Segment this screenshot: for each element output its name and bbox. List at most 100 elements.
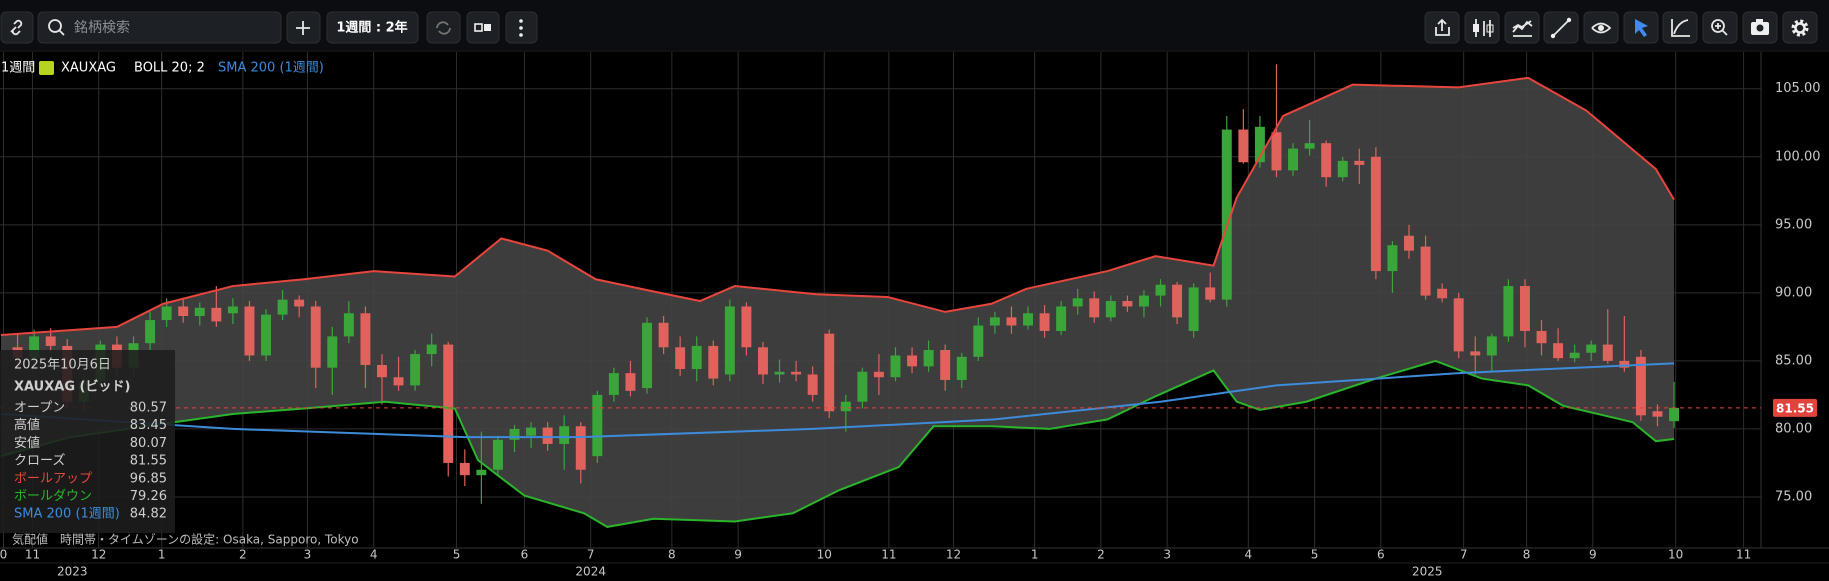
candle-body — [29, 336, 40, 359]
plot-layer — [0, 64, 1680, 528]
candle-body — [343, 313, 354, 337]
candle-body — [758, 347, 768, 375]
candle-body — [1602, 344, 1613, 361]
candle-body — [940, 350, 951, 380]
x-tick-label: 1 — [1031, 548, 1039, 562]
x-tick-label: 6 — [521, 548, 529, 562]
candle-body — [145, 320, 156, 344]
x-tick-label: 5 — [453, 548, 461, 562]
period-button[interactable]: 1週間 : 2年 — [326, 11, 419, 44]
x-tick-label: 10 — [817, 548, 832, 562]
candle-body — [592, 394, 603, 457]
indicator-line — [0, 362, 1675, 439]
candle-body — [1138, 295, 1149, 307]
candle-body — [459, 462, 470, 476]
candle-body — [575, 426, 586, 470]
candle-body — [542, 427, 553, 444]
x-tick-label: 9 — [734, 548, 742, 562]
chart-type-button[interactable] — [1464, 11, 1500, 44]
candle-body — [807, 374, 818, 395]
zoom-button[interactable] — [1702, 11, 1738, 44]
x-tick-label: 0 — [0, 548, 7, 562]
info-value: 79.26 — [130, 489, 167, 504]
axis-button[interactable] — [1662, 11, 1698, 44]
candle-body — [559, 426, 570, 444]
candle-body — [873, 371, 884, 378]
y-tick-label: 75.00 — [1775, 489, 1812, 504]
candle-body — [1238, 129, 1249, 163]
candle-body — [410, 354, 421, 386]
candle-body — [1056, 306, 1067, 331]
camera-button[interactable] — [1742, 11, 1778, 44]
candle-body — [1155, 284, 1166, 296]
info-symbol: XAUXAG (ビッド) — [14, 379, 130, 395]
candle-body — [1669, 407, 1680, 422]
x-tick-label: 9 — [1589, 548, 1597, 562]
year-label: 2025 — [1412, 565, 1443, 579]
x-tick-label: 4 — [1245, 548, 1253, 562]
x-tick-label: 12 — [91, 548, 106, 562]
candle-body — [956, 356, 967, 380]
x-tick-label: 1 — [158, 548, 166, 562]
candle-body — [1188, 287, 1199, 331]
candle-body — [492, 439, 503, 470]
candle-body — [890, 355, 901, 378]
link-button[interactable] — [0, 11, 34, 44]
legend-indicator: BOLL 20; 2 — [134, 61, 205, 76]
search-placeholder: 銘柄検索 — [74, 19, 130, 36]
layout-button[interactable] — [466, 11, 500, 44]
refresh-button[interactable] — [426, 11, 461, 44]
x-tick-label: 2 — [239, 548, 247, 562]
candle-body — [791, 371, 802, 375]
candle-body — [1652, 411, 1663, 417]
x-tick-label: 3 — [1163, 548, 1171, 562]
candle-body — [1172, 284, 1183, 318]
band-fill — [0, 77, 1675, 527]
x-tick-label: 8 — [1523, 548, 1531, 562]
share-button[interactable] — [1424, 11, 1460, 44]
legend-icon — [39, 61, 54, 75]
indicator-button[interactable] — [1504, 11, 1540, 44]
menu-button[interactable] — [505, 11, 538, 44]
draw-button[interactable] — [1543, 11, 1579, 44]
candle-body — [973, 325, 984, 357]
candle-body — [691, 345, 702, 370]
candle-body — [327, 336, 338, 368]
candle-body — [1122, 301, 1133, 307]
legend-sma: SMA 200 (1週間) — [218, 61, 324, 76]
x-tick-label: 3 — [304, 548, 312, 562]
settings-button[interactable] — [1782, 11, 1818, 44]
info-value: 81.55 — [130, 454, 167, 469]
add-button[interactable] — [286, 11, 321, 44]
indicator-line — [0, 76, 1675, 337]
candle-body — [675, 347, 686, 370]
visibility-button[interactable] — [1583, 11, 1619, 44]
candle-body — [1553, 343, 1564, 359]
y-tick-label: 80.00 — [1775, 421, 1812, 436]
candle-body — [227, 306, 238, 314]
candle-body — [211, 307, 222, 322]
candle-body — [1006, 317, 1017, 326]
candle-body — [1420, 246, 1431, 296]
candle-body — [907, 355, 918, 367]
legend-interval: 1週間 — [1, 61, 35, 76]
info-date: 2025年10月6日 — [14, 358, 111, 373]
candle-body — [608, 373, 619, 395]
info-label: 高値 — [14, 417, 40, 433]
candle-body — [724, 306, 735, 375]
candle-body — [1254, 126, 1265, 163]
candle-body — [708, 345, 719, 379]
candle-body — [857, 371, 868, 402]
candle-body — [393, 377, 404, 386]
info-value: 83.45 — [130, 418, 167, 433]
search-box[interactable]: 銘柄検索 — [37, 11, 282, 44]
candle-body — [1321, 143, 1332, 178]
x-tick-label: 10 — [1668, 548, 1683, 562]
x-tick-label: 12 — [946, 548, 961, 562]
candle-body — [1470, 351, 1481, 356]
info-label: ボールアップ — [14, 471, 92, 486]
year-label: 2024 — [575, 565, 606, 579]
candle-body — [1486, 336, 1497, 356]
x-tick-label: 6 — [1377, 548, 1385, 562]
pointer-button[interactable] — [1623, 11, 1659, 44]
